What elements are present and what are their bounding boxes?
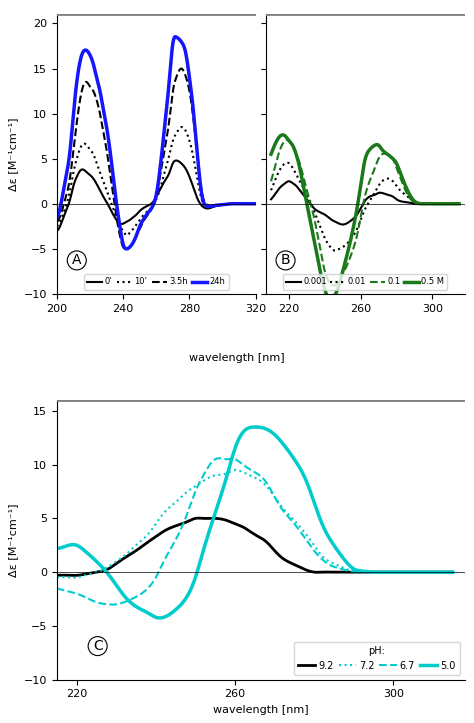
Text: C: C — [93, 639, 102, 653]
Y-axis label: Δε [M⁻¹cm⁻¹]: Δε [M⁻¹cm⁻¹] — [8, 503, 18, 577]
Legend: 9.2, 7.2, 6.7, 5.0: 9.2, 7.2, 6.7, 5.0 — [294, 642, 460, 675]
Legend: 0.001, 0.01, 0.1, 0.5 M: 0.001, 0.01, 0.1, 0.5 M — [283, 274, 447, 290]
Y-axis label: Δε [M⁻¹cm⁻¹]: Δε [M⁻¹cm⁻¹] — [8, 117, 18, 191]
X-axis label: wavelength [nm]: wavelength [nm] — [213, 705, 309, 715]
Text: B: B — [281, 253, 291, 268]
Legend: 0’, 10’, 3.5h, 24h: 0’, 10’, 3.5h, 24h — [84, 274, 228, 290]
Text: wavelength [nm]: wavelength [nm] — [189, 353, 285, 363]
Text: A: A — [72, 253, 82, 268]
